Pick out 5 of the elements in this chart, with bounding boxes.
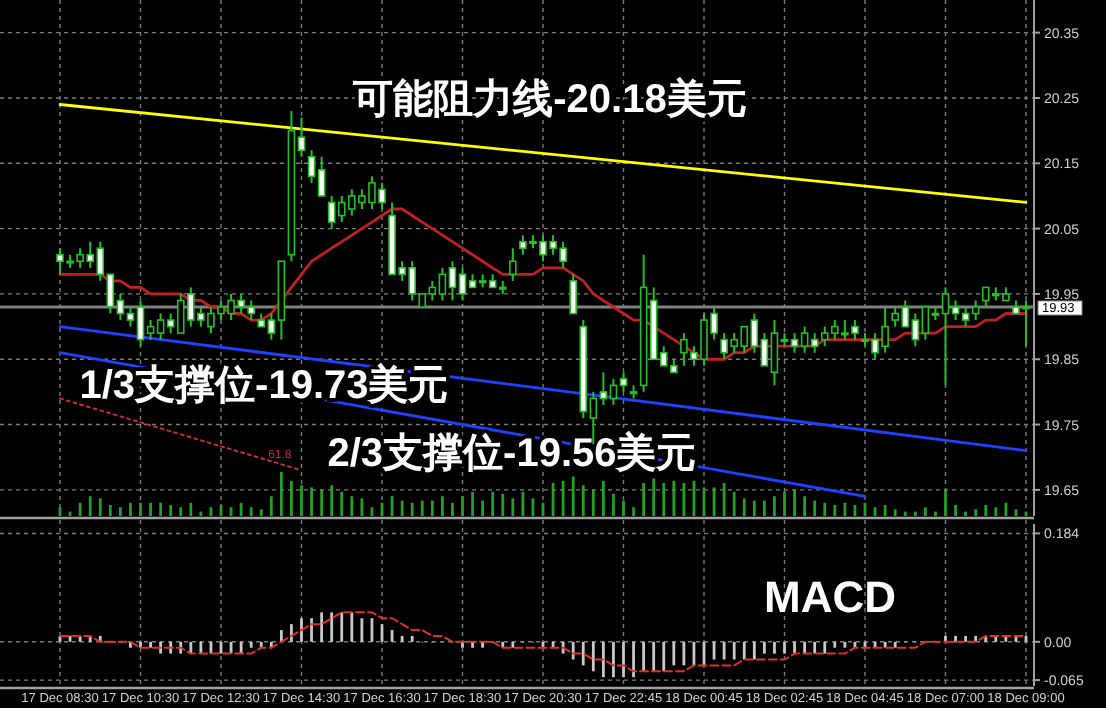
line-series: [59, 611, 1027, 673]
text: MACD: [764, 572, 896, 622]
candlestick: [509, 247, 517, 282]
series-label: 可能阻力线-20.18美元: [351, 76, 747, 122]
candlestick: [569, 273, 577, 315]
